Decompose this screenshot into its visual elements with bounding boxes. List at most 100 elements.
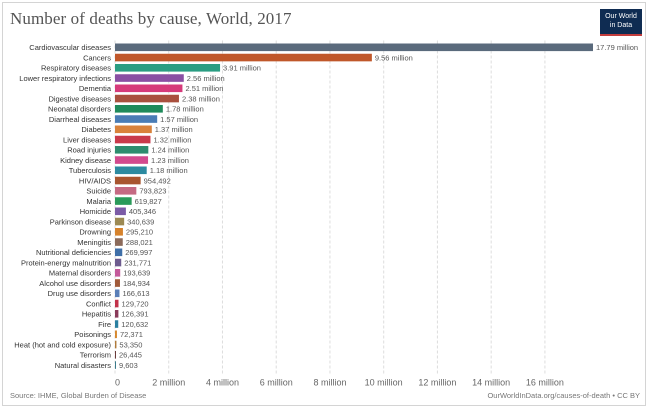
category-label: Kidney disease — [60, 156, 111, 165]
value-label: 2.51 million — [185, 84, 223, 93]
value-label: 269,997 — [125, 248, 152, 257]
value-label: 166,613 — [122, 289, 149, 298]
bar[interactable] — [115, 269, 121, 277]
x-tick-label: 4 million — [206, 378, 239, 388]
value-label: 1.24 million — [151, 146, 189, 155]
bar[interactable] — [115, 125, 152, 134]
value-label: 1.57 million — [160, 115, 198, 124]
category-label: Diarrheal diseases — [49, 115, 111, 124]
value-label: 1.23 million — [151, 156, 189, 165]
x-axis-ticks: 0 2 million 4 million 6 million 8 million 10 … — [115, 378, 564, 388]
category-label: Diabetes — [81, 125, 111, 134]
category-label: Neonatal disorders — [48, 105, 111, 114]
value-label: 26,445 — [119, 351, 142, 360]
category-label: Cancers — [83, 53, 111, 62]
value-label: 340,639 — [127, 217, 154, 226]
bar[interactable] — [115, 176, 141, 185]
bar[interactable] — [115, 187, 137, 195]
chart-frame — [2, 2, 646, 406]
category-label: Respiratory diseases — [41, 64, 111, 73]
value-label: 2.38 million — [182, 94, 220, 103]
value-label: 193,639 — [123, 269, 150, 278]
value-label: 9,603 — [119, 361, 138, 370]
owid-logo[interactable]: Our World in Data — [600, 9, 642, 36]
value-label: 120,632 — [121, 320, 148, 329]
bar[interactable] — [115, 156, 149, 164]
bar[interactable] — [115, 207, 126, 216]
logo-line-1: Our World — [605, 13, 637, 20]
value-label: 1.37 million — [155, 125, 193, 134]
bar[interactable] — [115, 74, 184, 82]
category-label: Protein-energy malnutrition — [21, 258, 111, 267]
category-label: Heat (hot and cold exposure) — [14, 340, 111, 349]
category-label: Liver diseases — [63, 135, 111, 144]
x-tick-label: 8 million — [313, 378, 346, 388]
value-label: 2.56 million — [187, 74, 225, 83]
category-label: Conflict — [86, 299, 112, 308]
bar[interactable] — [115, 53, 372, 62]
chart-title: Number of deaths by cause, World, 2017 — [10, 9, 292, 28]
value-label: 53,350 — [119, 340, 142, 349]
bar[interactable] — [115, 115, 158, 123]
x-tick-label: 0 — [115, 378, 120, 388]
bar[interactable] — [115, 217, 125, 226]
credit-link[interactable]: OurWorldInData.org/causes-of-death • CC … — [487, 391, 640, 400]
category-label: Natural disasters — [55, 361, 112, 370]
category-label: Suicide — [86, 187, 111, 196]
value-label: 954,492 — [144, 176, 171, 185]
category-label: Maternal disorders — [49, 269, 111, 278]
bar[interactable] — [115, 330, 117, 339]
value-label: 184,934 — [123, 279, 150, 288]
category-label: Parkinson disease — [50, 217, 111, 226]
category-label: Lower respiratory infections — [19, 74, 111, 83]
gridlines — [114, 40, 546, 374]
value-label: 126,391 — [121, 310, 148, 319]
x-tick-label: 14 million — [472, 378, 510, 388]
bar[interactable] — [115, 289, 120, 298]
bar[interactable] — [115, 279, 120, 287]
category-label: Nutritional deficiencies — [36, 248, 111, 257]
bar[interactable] — [115, 64, 221, 72]
bar[interactable] — [115, 146, 149, 154]
value-label: 129,720 — [121, 299, 148, 308]
value-label: 72,371 — [120, 330, 143, 339]
bar[interactable] — [115, 166, 147, 175]
bar[interactable] — [115, 361, 116, 369]
x-tick-label: 16 million — [526, 378, 564, 388]
category-label: Road injuries — [67, 146, 111, 155]
bar[interactable] — [115, 105, 163, 113]
category-label: Alcohol use disorders — [39, 279, 111, 288]
bar[interactable] — [115, 351, 116, 359]
bar[interactable] — [115, 320, 119, 328]
value-label: 1.18 million — [150, 166, 188, 175]
category-label: Fire — [98, 320, 111, 329]
bar[interactable] — [115, 43, 593, 52]
bar[interactable] — [115, 258, 122, 267]
bar[interactable] — [115, 84, 183, 93]
logo-line-2: in Data — [609, 21, 633, 29]
value-label: 1.32 million — [153, 135, 191, 144]
bar[interactable] — [115, 197, 132, 205]
value-label: 793,823 — [139, 187, 166, 196]
category-label: Drowning — [79, 228, 111, 237]
bars: Cardiovascular diseases 17.79 million Canc… — [14, 43, 638, 370]
bar[interactable] — [115, 248, 123, 257]
bar[interactable] — [115, 299, 119, 308]
value-label: 295,210 — [126, 228, 153, 237]
bar[interactable] — [115, 340, 117, 349]
x-tick-label: 2 million — [152, 378, 185, 388]
x-tick-label: 12 million — [418, 378, 456, 388]
bar[interactable] — [115, 94, 179, 103]
bar[interactable] — [115, 228, 123, 236]
value-label: 405,346 — [129, 207, 156, 216]
bar[interactable] — [115, 238, 123, 246]
category-label: Cardiovascular diseases — [29, 43, 111, 52]
category-label: Meningitis — [77, 238, 111, 247]
bar[interactable] — [115, 310, 119, 318]
value-label: 619,827 — [135, 197, 162, 206]
bar[interactable] — [115, 135, 151, 144]
value-label: 288,021 — [126, 238, 153, 247]
category-label: Malaria — [86, 197, 111, 206]
category-label: Dementia — [79, 84, 112, 93]
